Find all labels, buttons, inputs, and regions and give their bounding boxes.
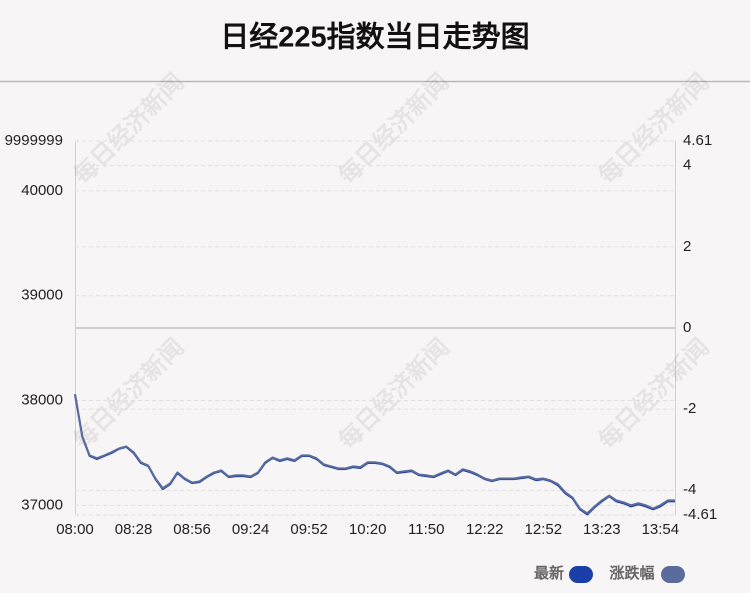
y-tick-label: 38000 — [21, 392, 63, 409]
x-tick-label: 11:50 — [408, 521, 444, 538]
legend-label[interactable]: 最新 — [534, 564, 564, 582]
y2-tick-label: 0 — [683, 319, 691, 336]
chart-title: 日经225指数当日走势图 — [220, 20, 529, 54]
y2-tick-label: -4 — [683, 481, 696, 498]
x-tick-label: 08:28 — [115, 521, 153, 538]
y-tick-label: 9999999 — [5, 132, 63, 149]
line-series — [74, 393, 675, 515]
legend-label[interactable]: 涨跌幅 — [609, 564, 654, 582]
x-tick-label: 13:54 — [642, 521, 680, 538]
x-tick-label: 09:52 — [290, 521, 328, 538]
x-tick-label: 08:00 — [56, 521, 94, 538]
y2-tick-label: 2 — [683, 238, 691, 255]
y2-tick-label: 4 — [683, 157, 691, 174]
y2-tick-label: -2 — [683, 400, 696, 417]
y-tick-label: 40000 — [21, 182, 63, 199]
x-tick-label: 08:56 — [173, 521, 211, 538]
y2-tick-label: -4.61 — [683, 506, 717, 523]
y-tick-label: 37000 — [21, 496, 63, 513]
y-tick-label: 39000 — [21, 287, 63, 304]
x-tick-label: 10:20 — [349, 521, 387, 538]
x-tick-label: 09:24 — [232, 521, 270, 538]
x-tick-label: 12:22 — [466, 521, 504, 538]
x-tick-label: 13:23 — [583, 521, 621, 538]
legend-swatch[interactable] — [569, 566, 593, 583]
legend-swatch[interactable] — [661, 566, 685, 583]
y2-tick-label: 4.61 — [683, 132, 712, 149]
x-tick-label: 12:52 — [525, 521, 563, 538]
